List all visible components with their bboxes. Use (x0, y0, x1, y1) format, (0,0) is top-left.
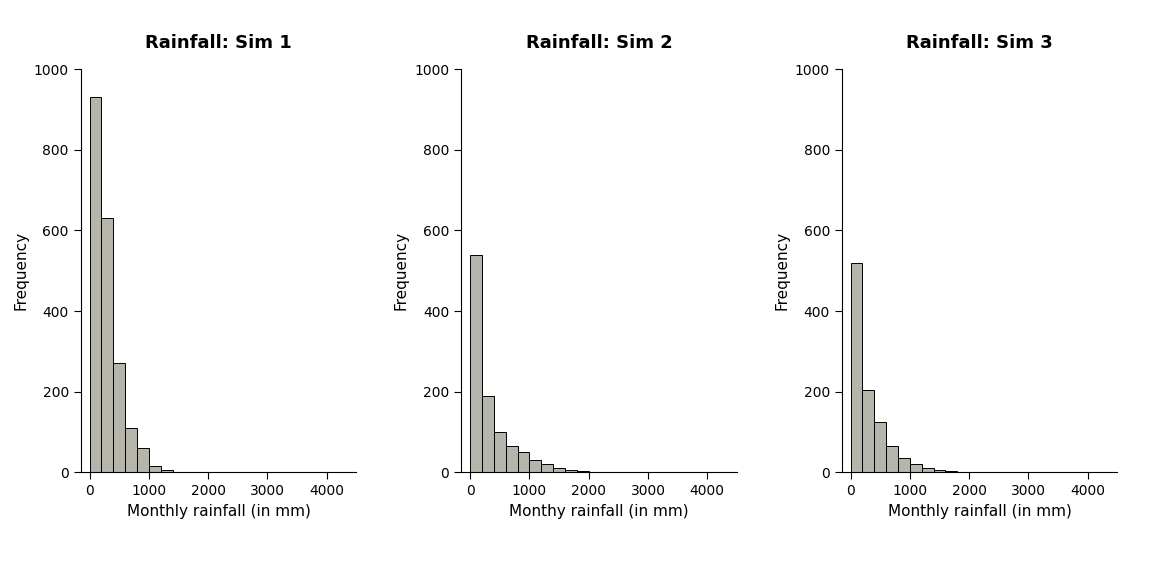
Y-axis label: Frequency: Frequency (774, 231, 789, 310)
Title: Rainfall: Sim 1: Rainfall: Sim 1 (145, 35, 291, 52)
Title: Rainfall: Sim 2: Rainfall: Sim 2 (525, 35, 673, 52)
Bar (564, 470, 577, 472)
Bar (113, 363, 126, 472)
Bar (553, 468, 564, 472)
Bar (160, 470, 173, 472)
X-axis label: Monthy rainfall (in mm): Monthy rainfall (in mm) (509, 503, 689, 518)
Bar (886, 446, 899, 472)
Bar (517, 452, 530, 472)
Bar (506, 446, 517, 472)
X-axis label: Monthly rainfall (in mm): Monthly rainfall (in mm) (888, 503, 1071, 518)
Bar (910, 464, 922, 472)
Y-axis label: Frequency: Frequency (394, 231, 409, 310)
Bar (482, 396, 494, 472)
Bar (126, 428, 137, 472)
Bar (850, 263, 863, 472)
Bar (530, 460, 541, 472)
Title: Rainfall: Sim 3: Rainfall: Sim 3 (907, 35, 1053, 52)
Y-axis label: Frequency: Frequency (13, 231, 28, 310)
Bar (90, 97, 101, 472)
Bar (899, 458, 910, 472)
Bar (137, 448, 149, 472)
Bar (863, 389, 874, 472)
Bar (874, 422, 886, 472)
Bar (922, 468, 933, 472)
Bar (577, 471, 589, 472)
X-axis label: Monthly rainfall (in mm): Monthly rainfall (in mm) (127, 503, 310, 518)
Bar (101, 218, 113, 472)
Bar (933, 470, 946, 472)
Bar (946, 471, 957, 472)
Bar (494, 432, 506, 472)
Bar (541, 464, 553, 472)
Bar (149, 466, 160, 472)
Bar (470, 255, 482, 472)
